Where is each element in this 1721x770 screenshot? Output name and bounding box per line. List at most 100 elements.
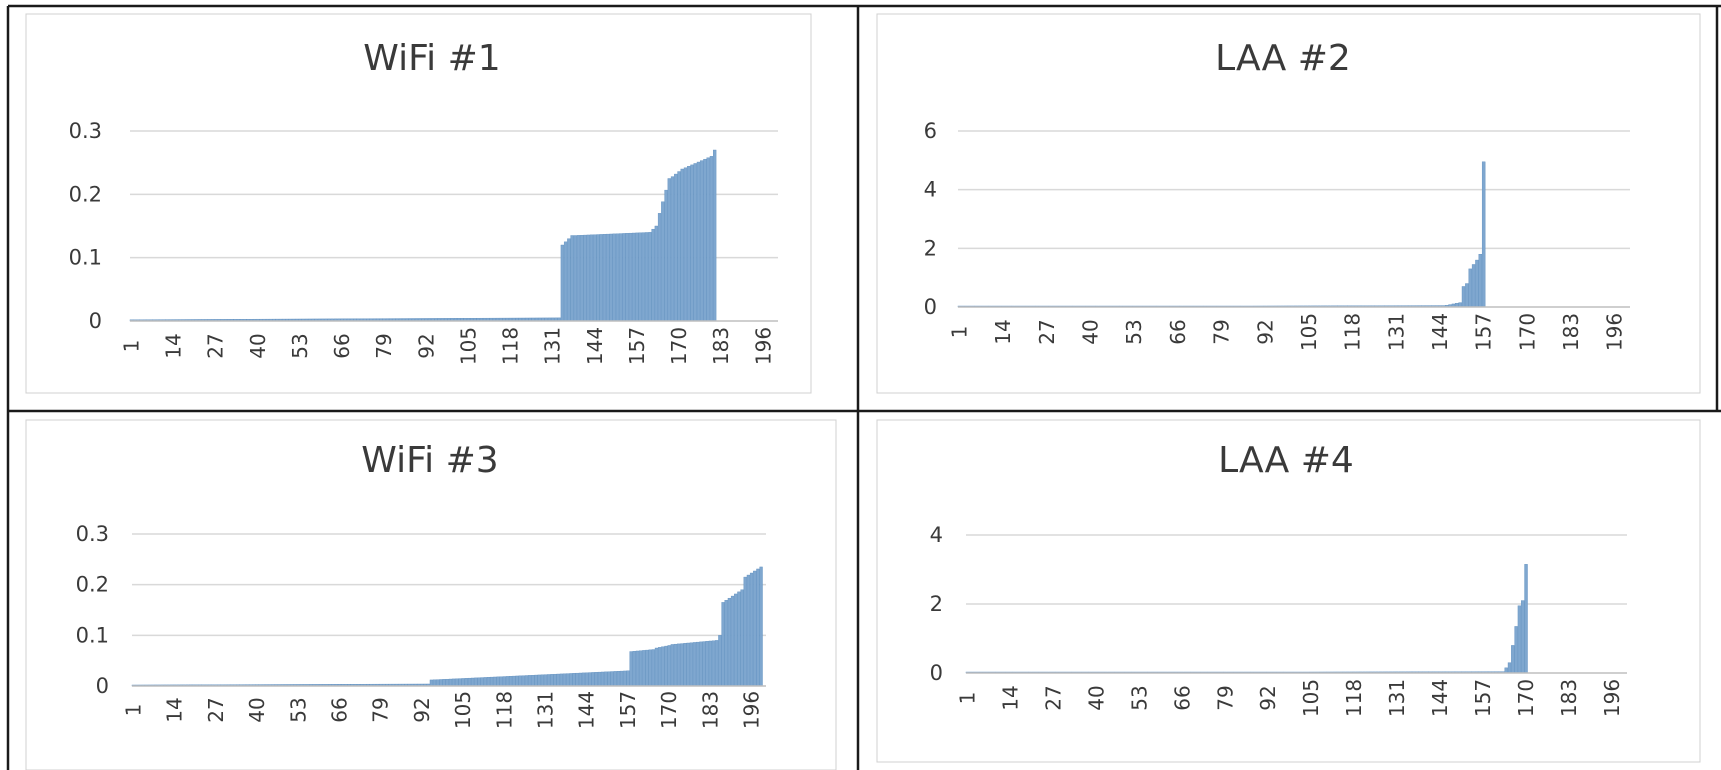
bars <box>129 149 717 322</box>
bar <box>709 156 714 322</box>
bar <box>531 675 535 687</box>
bar <box>715 640 719 687</box>
x-tick-label: 1 <box>955 692 979 705</box>
bar <box>543 674 548 687</box>
x-tick-label: 105 <box>1297 313 1321 351</box>
bar <box>567 238 571 322</box>
bar <box>588 672 592 687</box>
bar <box>596 234 600 322</box>
y-tick-label: 0.3 <box>69 119 102 143</box>
bar <box>753 570 757 687</box>
x-tick-label: 105 <box>1299 679 1323 717</box>
bar <box>474 677 478 687</box>
bars <box>131 566 763 687</box>
bar <box>632 232 636 322</box>
x-tick-label: 157 <box>1471 679 1495 717</box>
panel-grid-lines <box>6 4 1721 770</box>
bar <box>667 645 671 687</box>
chart-wifi-3: WiFi #3 0 0.1 0.2 0.3 1 14 27 40 53 66 79 92 105 118… <box>25 419 837 770</box>
bar <box>1465 283 1469 308</box>
x-tick-label: 14 <box>163 697 187 722</box>
x-tick-label: 118 <box>492 691 516 729</box>
x-tick-label: 183 <box>709 327 733 365</box>
x-tick-label: 27 <box>1041 685 1065 710</box>
bar <box>680 168 684 322</box>
bar <box>467 677 472 687</box>
bar <box>477 677 481 687</box>
bar <box>626 670 630 687</box>
bar <box>654 647 659 687</box>
x-tick-label: 92 <box>410 697 434 722</box>
bar <box>569 673 573 687</box>
bar <box>629 651 633 687</box>
bar <box>572 673 576 687</box>
bar <box>604 671 608 687</box>
bar <box>746 574 751 687</box>
bar <box>528 675 532 687</box>
bar <box>556 673 560 687</box>
bar <box>632 651 636 687</box>
bar <box>699 641 703 687</box>
bar <box>658 647 662 687</box>
x-tick-label: 157 <box>616 691 640 729</box>
bar <box>651 228 655 322</box>
chart-title: LAA #4 <box>1218 440 1354 481</box>
bar <box>502 676 506 687</box>
bar <box>559 673 564 687</box>
bar <box>562 673 567 687</box>
y-tick-label: 0.2 <box>69 182 102 206</box>
x-tick-label: 14 <box>162 333 186 358</box>
bar <box>589 234 594 322</box>
chart-frame <box>876 419 1701 763</box>
bar <box>1481 161 1486 308</box>
x-tick-label: 40 <box>246 333 270 358</box>
x-tick-label: 40 <box>1079 319 1103 344</box>
bar <box>599 234 603 322</box>
bar <box>703 158 707 322</box>
bar <box>641 232 646 322</box>
bar <box>622 233 626 322</box>
x-tick-label: 92 <box>1253 319 1277 344</box>
x-tick-label: 79 <box>1210 319 1234 344</box>
y-tick-label: 0.3 <box>76 522 109 546</box>
bar <box>648 649 652 687</box>
bar <box>727 597 732 687</box>
bar <box>436 679 440 687</box>
bar <box>563 241 568 322</box>
bar <box>1524 564 1528 674</box>
x-tick-label: 27 <box>204 333 228 358</box>
bar <box>432 679 437 687</box>
bar <box>612 233 616 322</box>
x-tick-label: 1 <box>119 340 143 353</box>
bar <box>486 677 491 687</box>
bar <box>540 674 544 687</box>
bar <box>689 642 693 687</box>
bar <box>461 678 465 687</box>
bar <box>730 595 735 687</box>
y-tick-label: 0 <box>930 661 943 685</box>
x-tick-label: 92 <box>414 333 438 358</box>
bar <box>635 650 640 687</box>
bar <box>654 225 658 322</box>
x-tick-label: 196 <box>1600 679 1624 717</box>
x-tick-label: 14 <box>998 685 1022 710</box>
bar <box>686 642 690 687</box>
bar <box>553 673 557 687</box>
x-tick-labels: 1 14 27 40 53 66 79 92 105 118 131 144 157 170 183 196 <box>119 327 775 365</box>
bar <box>524 675 529 687</box>
bar <box>496 676 500 687</box>
x-tick-label: 118 <box>499 327 523 365</box>
bar <box>575 672 579 687</box>
bar <box>583 234 587 322</box>
x-tick-label: 27 <box>1035 319 1059 344</box>
x-tick-label: 66 <box>1170 685 1194 710</box>
bar <box>490 676 494 687</box>
bar <box>606 233 610 322</box>
bar <box>594 672 598 687</box>
bar <box>645 649 649 687</box>
bar <box>693 163 697 322</box>
y-tick-label: 2 <box>930 592 943 616</box>
y-tick-label: 0.1 <box>76 623 109 647</box>
y-tick-label: 0 <box>89 309 102 333</box>
y-tick-label: 0.1 <box>69 246 102 270</box>
